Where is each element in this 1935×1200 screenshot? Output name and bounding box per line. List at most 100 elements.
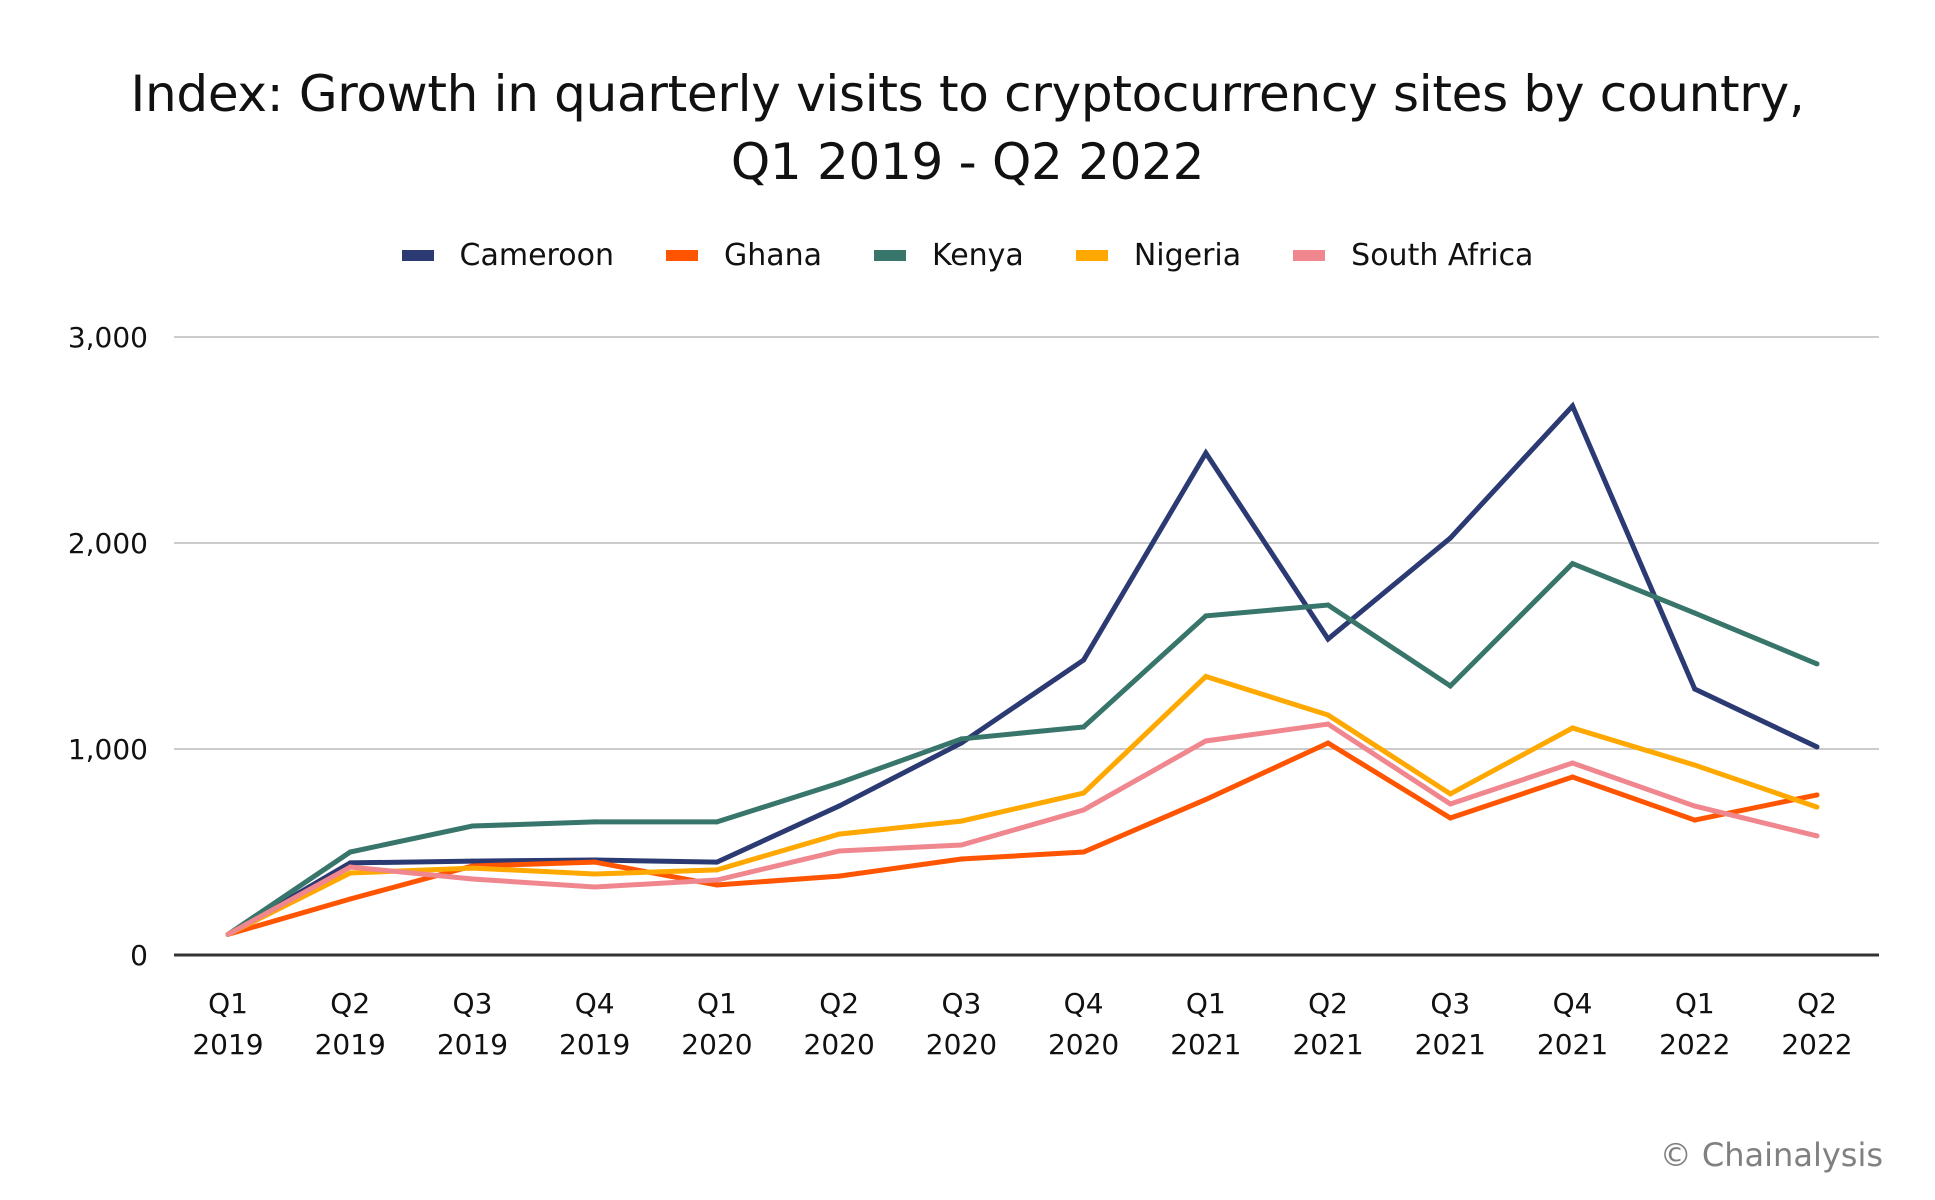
data-point-nigeria xyxy=(836,831,842,837)
data-point-cameroon xyxy=(836,803,842,809)
data-point-south-africa xyxy=(714,877,720,883)
data-point-south-africa xyxy=(592,884,598,890)
data-point-south-africa xyxy=(469,876,475,882)
data-point-ghana xyxy=(1814,792,1820,798)
y-tick-label: 3,000 xyxy=(68,321,148,354)
x-tick-label: Q3 2021 xyxy=(1415,987,1486,1061)
data-point-ghana xyxy=(836,873,842,879)
data-point-ghana xyxy=(1203,796,1209,802)
series-line-south-africa xyxy=(226,721,1818,937)
y-tick-label: 2,000 xyxy=(68,527,148,560)
x-tick-label: Q4 2021 xyxy=(1537,987,1608,1061)
data-point-nigeria xyxy=(1570,725,1576,731)
data-point-kenya xyxy=(469,823,475,829)
legend: Cameroon Ghana Kenya Nigeria South Afric… xyxy=(0,238,1935,273)
data-point-kenya xyxy=(1325,602,1331,608)
data-point-ghana xyxy=(592,859,598,865)
chart-title-line-1: Index: Growth in quarterly visits to cry… xyxy=(130,65,1805,123)
y-tick-label: 0 xyxy=(130,939,148,972)
chart-title: Index: Growth in quarterly visits to cry… xyxy=(0,60,1935,196)
data-point-cameroon xyxy=(1325,636,1331,642)
data-point-kenya xyxy=(1692,610,1698,616)
legend-label-south-africa: South Africa xyxy=(1351,238,1534,273)
x-tick-label: Q1 2022 xyxy=(1659,987,1730,1061)
data-point-south-africa xyxy=(836,848,842,854)
data-point-kenya xyxy=(1570,561,1576,567)
data-point-nigeria xyxy=(1692,762,1698,768)
legend-swatch-south-africa xyxy=(1293,250,1326,261)
legend-label-nigeria: Nigeria xyxy=(1133,238,1242,273)
legend-swatch-kenya xyxy=(874,250,907,261)
data-point-kenya xyxy=(1203,613,1209,619)
x-axis-tick-labels: Q1 2019 Q2 2019 Q3 2019 Q4 2019 Q1 2020 Q2 2020 Q3 20… xyxy=(192,987,1852,1061)
data-point-ghana xyxy=(958,856,964,862)
legend-label-kenya: Kenya xyxy=(932,238,1024,273)
x-tick-label: Q2 2022 xyxy=(1781,987,1852,1061)
legend-swatch-nigeria xyxy=(1075,250,1108,261)
data-point-cameroon xyxy=(347,860,353,866)
data-point-kenya xyxy=(1814,661,1820,667)
x-tick-label: Q1 2021 xyxy=(1170,987,1241,1061)
series-line-nigeria xyxy=(226,673,1818,937)
data-point-ghana xyxy=(347,896,353,902)
copyright-footer: © Chainalysis xyxy=(1659,1136,1883,1174)
data-point-cameroon xyxy=(469,858,475,864)
data-point-ghana xyxy=(714,882,720,888)
legend-swatch-cameroon xyxy=(401,250,434,261)
data-point-nigeria xyxy=(1203,673,1209,679)
x-tick-label: Q3 2019 xyxy=(437,987,508,1061)
legend-label-cameroon: Cameroon xyxy=(459,238,614,273)
data-point-ghana xyxy=(1325,740,1331,746)
data-point-nigeria xyxy=(1081,790,1087,796)
data-point-nigeria xyxy=(347,870,353,876)
data-point-kenya xyxy=(836,780,842,786)
series-line-ghana xyxy=(227,740,1818,937)
chart-title-line-2: Q1 2019 - Q2 2022 xyxy=(730,133,1205,191)
data-point-south-africa xyxy=(1570,760,1576,766)
legend-swatch-ghana xyxy=(665,250,698,261)
data-point-nigeria xyxy=(1814,804,1820,810)
y-axis-tick-labels: 0 1,000 2,000 3,000 xyxy=(68,321,148,972)
data-point-cameroon xyxy=(1692,686,1698,692)
data-point-south-africa xyxy=(1325,721,1331,727)
data-point-south-africa xyxy=(1081,807,1087,813)
legend-item-nigeria[interactable]: Nigeria xyxy=(1075,238,1242,273)
legend-item-ghana[interactable]: Ghana xyxy=(665,238,823,273)
data-point-kenya xyxy=(958,736,964,742)
y-tick-label: 1,000 xyxy=(68,733,148,766)
data-point-cameroon xyxy=(1570,403,1576,409)
data-point-south-africa xyxy=(1203,738,1209,744)
data-point-cameroon xyxy=(1081,657,1087,663)
data-point-kenya xyxy=(592,819,598,825)
data-point-ghana xyxy=(1081,849,1087,855)
gridlines xyxy=(174,336,1879,750)
legend-item-cameroon[interactable]: Cameroon xyxy=(401,238,614,273)
data-point-nigeria xyxy=(714,867,720,873)
data-point-nigeria xyxy=(592,871,598,877)
x-tick-label: Q2 2019 xyxy=(315,987,386,1061)
legend-item-kenya[interactable]: Kenya xyxy=(874,238,1024,273)
legend-item-south-africa[interactable]: South Africa xyxy=(1293,238,1533,273)
data-point-kenya xyxy=(1447,683,1453,689)
data-point-kenya xyxy=(1081,724,1087,730)
series-lines xyxy=(225,401,1820,937)
data-point-nigeria xyxy=(1325,712,1331,718)
data-point-ghana xyxy=(1447,815,1453,821)
legend-label-ghana: Ghana xyxy=(723,238,823,273)
data-point-south-africa xyxy=(347,864,353,870)
x-tick-label: Q4 2019 xyxy=(559,987,630,1061)
x-tick-label: Q2 2020 xyxy=(804,987,875,1061)
data-point-cameroon xyxy=(714,859,720,865)
x-tick-label: Q2 2021 xyxy=(1292,987,1363,1061)
data-point-kenya xyxy=(347,849,353,855)
data-point-ghana xyxy=(1692,817,1698,823)
data-point-nigeria xyxy=(1447,791,1453,797)
data-point-kenya xyxy=(714,819,720,825)
data-point-nigeria xyxy=(958,818,964,824)
data-point-south-africa xyxy=(225,931,231,937)
data-point-south-africa xyxy=(958,842,964,848)
data-point-south-africa xyxy=(1814,833,1820,839)
data-point-south-africa xyxy=(1692,803,1698,809)
data-point-ghana xyxy=(1570,774,1576,780)
